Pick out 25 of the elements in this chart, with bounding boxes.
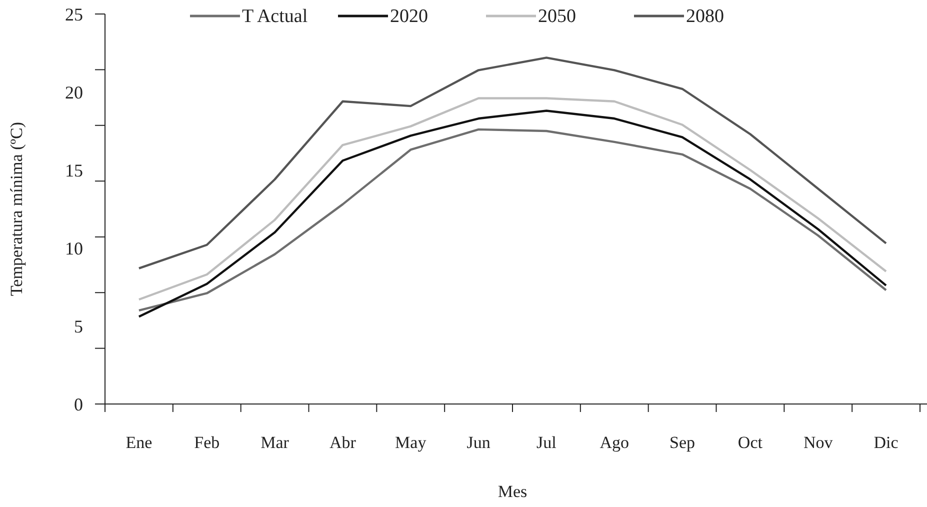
x-tick-label: Nov [803, 433, 834, 452]
legend-label: 2020 [390, 6, 428, 27]
x-tick-label: Ene [126, 433, 152, 452]
y-axis-title: Temperatura mínima (ºC) [7, 122, 26, 296]
legend-label: T Actual [242, 6, 308, 27]
y-tick-label: 5 [74, 316, 83, 336]
legend-label: 2050 [538, 6, 576, 27]
x-tick-label: May [395, 433, 427, 452]
y-tick-label: 0 [74, 394, 83, 414]
x-tick-label: Abr [329, 433, 356, 452]
y-tick-label: 15 [65, 160, 83, 180]
x-tick-label: Feb [194, 433, 220, 452]
x-tick-label: Mar [260, 433, 290, 452]
x-tick-label: Jun [466, 433, 491, 452]
x-tick-label: Ago [600, 433, 630, 452]
y-tick-label: 20 [65, 82, 83, 102]
x-tick-label: Sep [670, 433, 696, 452]
x-tick-label: Oct [738, 433, 763, 452]
line-series [138, 56, 888, 270]
y-tick-label: 25 [65, 4, 83, 24]
x-tick-label: Dic [874, 433, 899, 452]
y-tick-label: 10 [65, 238, 83, 258]
legend-label: 2080 [686, 6, 724, 27]
x-tick-label: Jul [536, 433, 557, 452]
x-axis-title: Mes [498, 482, 528, 501]
